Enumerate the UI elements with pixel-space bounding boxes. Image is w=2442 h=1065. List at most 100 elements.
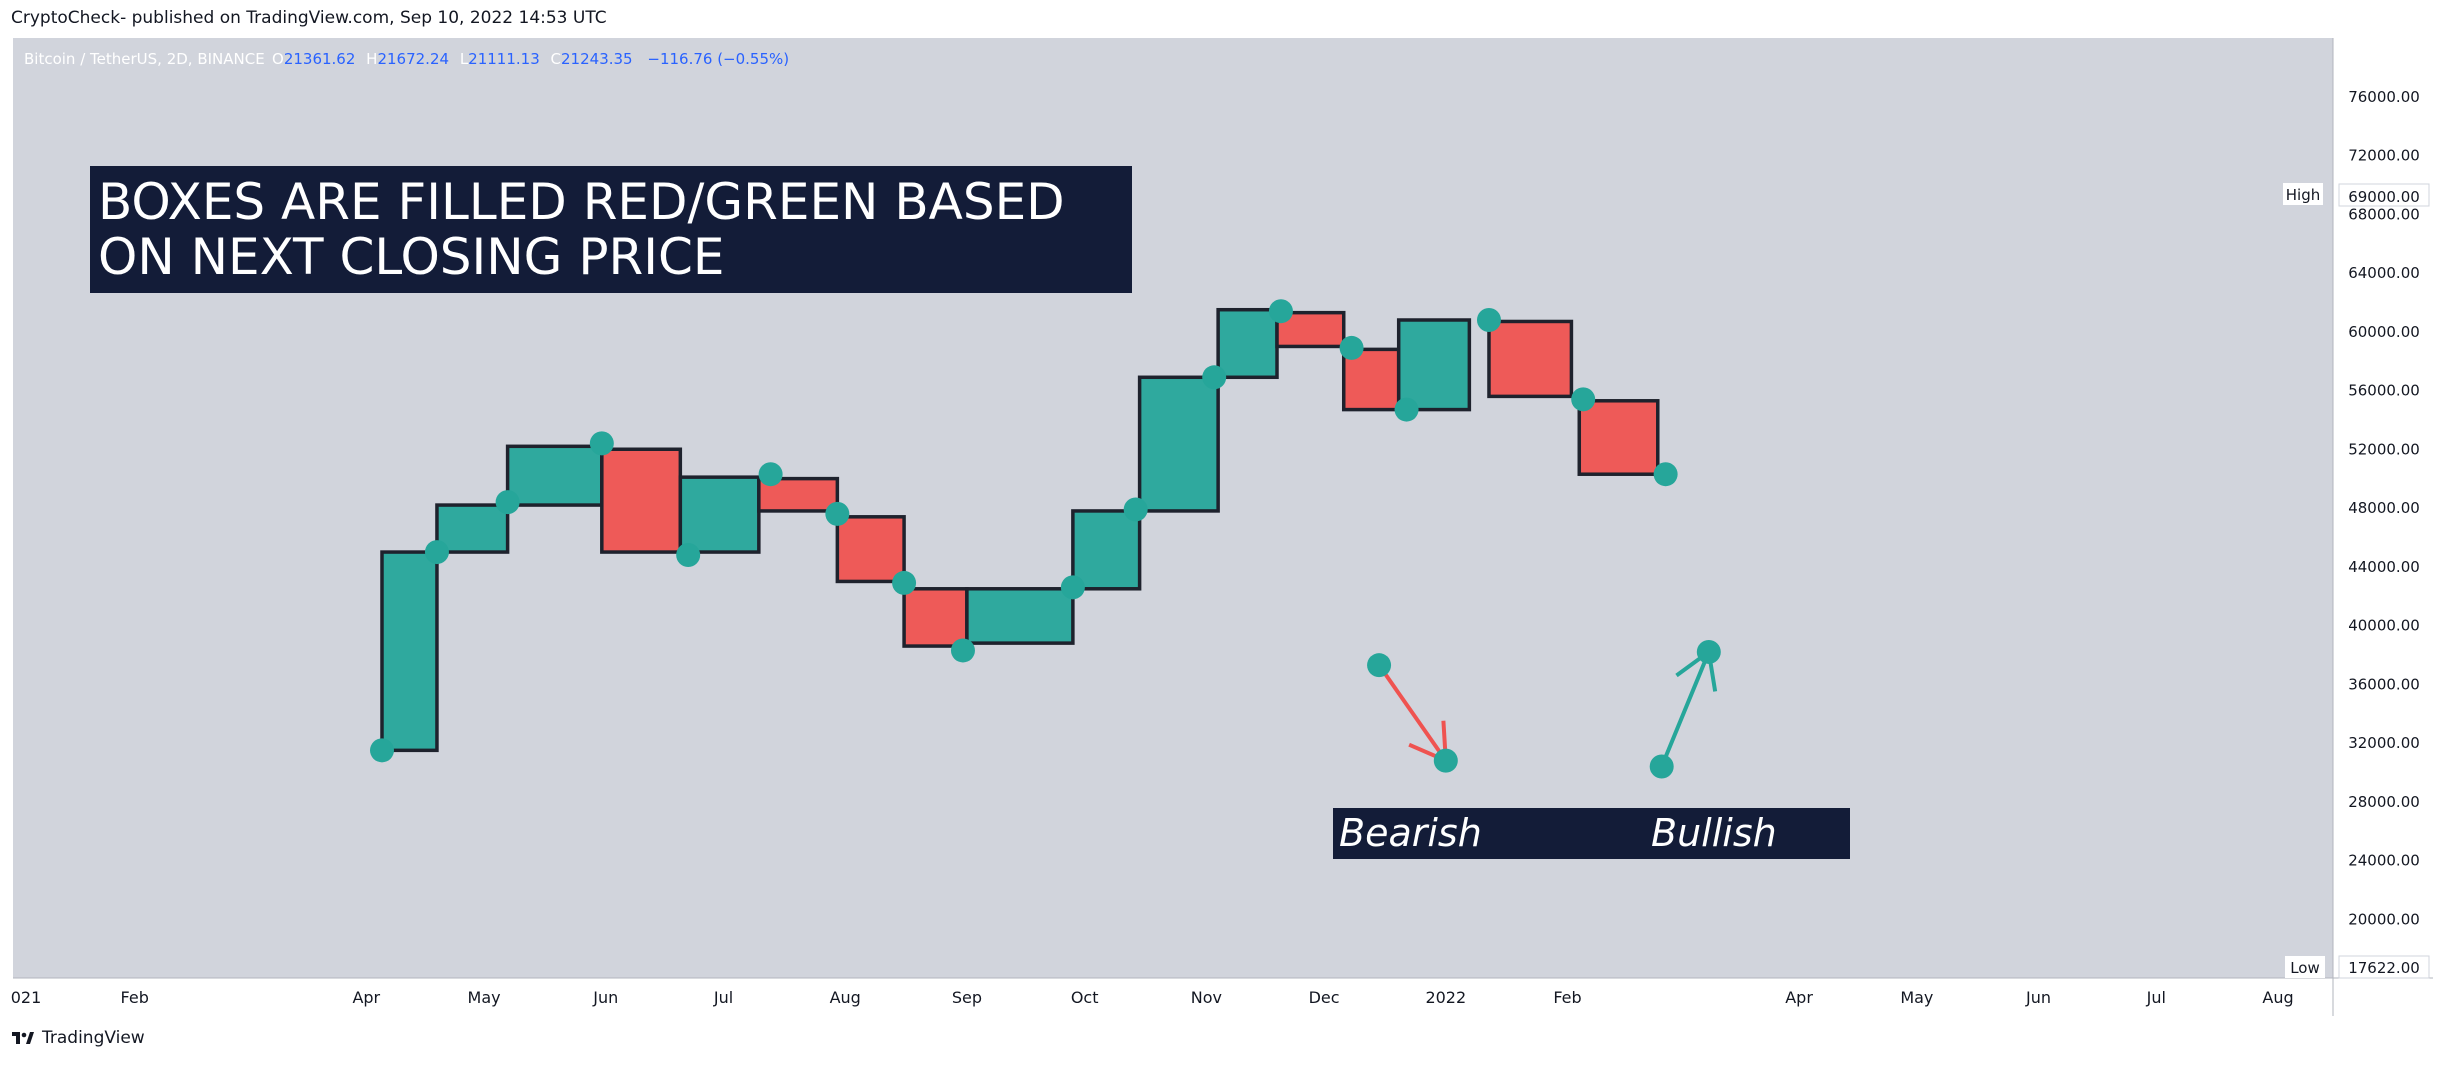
close-point [495,490,520,515]
x-tick-label: Jun [592,988,618,1007]
high-badge-label: High [2286,186,2320,204]
publisher-line: CryptoCheck- published on TradingView.co… [11,8,607,28]
close-point [1476,308,1501,332]
open-label: O [272,50,284,68]
x-tick-label: May [468,988,501,1007]
x-tick-label: Oct [1071,988,1099,1007]
y-tick-label: 32000.00 [2348,734,2420,752]
bearish-box [1577,399,1660,476]
bearish-example-start-point [1367,653,1392,678]
tradingview-logo-icon [12,1032,34,1044]
bullish-label: Bullish [1651,811,1777,855]
y-tick-label: 64000.00 [2348,264,2420,282]
bearish-box [902,587,969,648]
open-value: 21361.62 [284,50,356,68]
y-tick-label: 24000.00 [2348,852,2420,870]
low-value: 21111.13 [468,50,540,68]
y-tick-label: 52000.00 [2348,440,2420,458]
close-point [1268,299,1293,324]
y-tick-label: 36000.00 [2348,675,2420,693]
headline-box [90,166,1132,293]
high-label: H [366,50,377,68]
bearish-example-arrow-line [1377,664,1448,762]
bullish-example-arrow-line [1659,651,1711,768]
bearish-box [600,447,683,554]
headline-line-1: BOXES ARE FILLED RED/GREEN BASED [98,173,1065,231]
low-label: L [460,50,469,68]
close-label: C [551,50,561,68]
high-value: 21672.24 [377,50,449,68]
footer: TradingView [12,1028,145,1048]
close-point [1202,365,1227,390]
headline-line-2: ON NEXT CLOSING PRICE [98,228,724,286]
close-point [1339,335,1364,360]
close-point [1653,462,1678,487]
bullish-box [435,503,510,554]
y-tick-labels: 20000.00 24000.00 28000.00 32000.00 36000.00… [2348,88,2420,929]
close-point [758,462,783,487]
bearish-box [1487,319,1574,399]
low-value-label: 17622.00 [2348,959,2420,977]
bullish-box [1071,509,1142,591]
close-point [589,431,614,456]
x-tick-label: 2022 [1425,988,1466,1007]
close-point [369,738,394,763]
y-tick-label: 60000.00 [2348,323,2420,341]
brand-label: TradingView [42,1028,145,1048]
x-tick-label: Apr [352,988,380,1007]
symbol-label: Bitcoin / TetherUS, 2D, BINANCE [24,50,265,68]
x-tick-label: Jun [2025,988,2051,1007]
bullish-example-start-point [1649,754,1674,779]
example-arrows [1367,639,1721,779]
close-point [424,540,449,565]
y-tick-label: 40000.00 [2348,617,2420,635]
y-tick-label: 68000.00 [2348,205,2420,223]
x-tick-label: 021 [11,988,42,1007]
close-point [1060,575,1085,600]
y-tick-label: 72000.00 [2348,147,2420,165]
y-tick-label: 76000.00 [2348,88,2420,106]
x-tick-label: Apr [1785,988,1813,1007]
y-tick-label: 20000.00 [2348,910,2420,928]
ohlc-legend: Bitcoin / TetherUS, 2D, BINANCE O21361.6… [24,50,789,68]
high-badge [2283,183,2323,205]
bullish-box [505,444,604,507]
bearish-box [835,515,906,584]
close-points [369,299,1678,763]
change-value: −116.76 (−0.55%) [647,50,789,68]
direction-legend-box [1333,808,1850,859]
x-tick-label: Nov [1191,988,1222,1007]
close-value: 21243.35 [561,50,633,68]
close-point [825,501,850,526]
high-value-label: 69000.00 [2348,188,2420,206]
close-point [892,570,917,595]
bullish-box [1396,318,1472,412]
bearish-label: Bearish [1339,811,1482,855]
close-point [1394,397,1419,422]
ohlc-values: O21361.62 H21672.24 L21111.13 C21243.35 … [272,50,789,68]
x-tick-label: May [1900,988,1933,1007]
x-tick-label: Feb [121,988,149,1007]
x-tick-label: Aug [2262,988,2293,1007]
y-tick-label: 48000.00 [2348,499,2420,517]
bullish-box [380,550,439,753]
x-tick-labels: 021 Feb Apr May Jun Jul Aug Sep Oct Nov Dec 2022 Feb… [11,988,2294,1007]
low-badge [2285,956,2325,978]
bullish-box [965,587,1075,645]
x-tick-label: Aug [830,988,861,1007]
high-value-badge [2338,183,2430,207]
x-tick-label: Jul [2146,988,2166,1007]
close-point [1123,497,1148,522]
bullish-box [1216,307,1279,380]
low-value-badge [2338,955,2430,979]
x-tick-label: Sep [952,988,982,1007]
time-scale[interactable] [13,978,2333,1016]
y-tick-label: 56000.00 [2348,382,2420,400]
x-tick-label: Dec [1309,988,1340,1007]
close-point [1571,387,1596,412]
close-point [676,543,701,567]
x-tick-label: Feb [1553,988,1581,1007]
x-tick-label: Jul [713,988,733,1007]
bullish-box [678,475,761,554]
